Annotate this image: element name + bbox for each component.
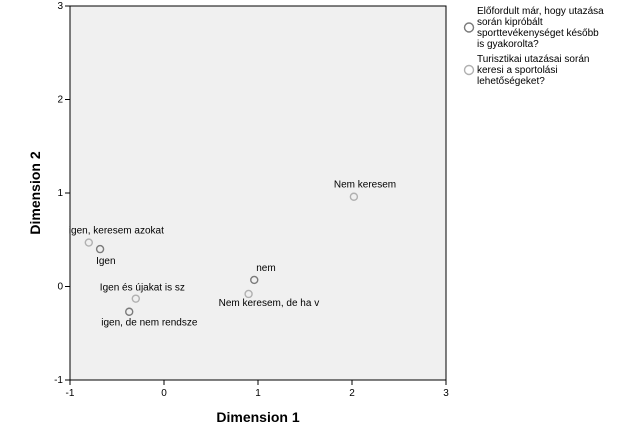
y-axis: -1 0 1 2 3 [54,1,70,386]
y-tick-label: -1 [54,375,63,386]
y-axis-title: Dimension 2 [27,151,43,234]
data-point [131,294,141,303]
data-point-label: igen, de nem rendsze [101,318,198,329]
data-point [84,238,94,247]
legend-marker [463,22,475,33]
data-point [244,289,253,299]
data-point-label: Nem keresem, de ha v [219,298,320,309]
legend-marker [463,64,475,76]
y-tick-label: 2 [57,95,63,106]
x-tick-label: -1 [66,388,75,399]
data-point [125,307,134,316]
data-point-label: Nem keresem [334,180,396,191]
data-point-label: nem [256,263,275,274]
data-point [349,192,359,201]
data-point-label: igen, keresem azokat [69,226,164,237]
legend-label: Turisztikai utazásai során keresi a sport… [477,54,589,87]
x-tick-label: 3 [443,388,449,399]
y-tick-label: 0 [57,282,63,293]
x-tick-label: 2 [349,388,355,399]
y-tick-label: 1 [57,188,63,199]
y-tick-label: 3 [57,1,63,12]
data-points: Igen nem igen, de nem rendsze Nem keresem ig… [69,180,396,329]
data-point-label: Igen [96,256,115,267]
data-point [95,244,105,254]
x-axis-title: Dimension 1 [216,409,299,425]
x-tick-label: 1 [255,388,261,399]
legend-label: Előfordult már, hogy utazása során kiprób… [477,6,604,50]
data-point [250,275,259,285]
legend: Előfordult már, hogy utazása során kiprób… [463,6,604,87]
plot-area [69,5,447,381]
data-point-label: Igen és újakat is sz [100,283,185,294]
x-tick-label: 0 [161,388,167,399]
x-axis: -1 0 1 2 3 [66,380,449,399]
